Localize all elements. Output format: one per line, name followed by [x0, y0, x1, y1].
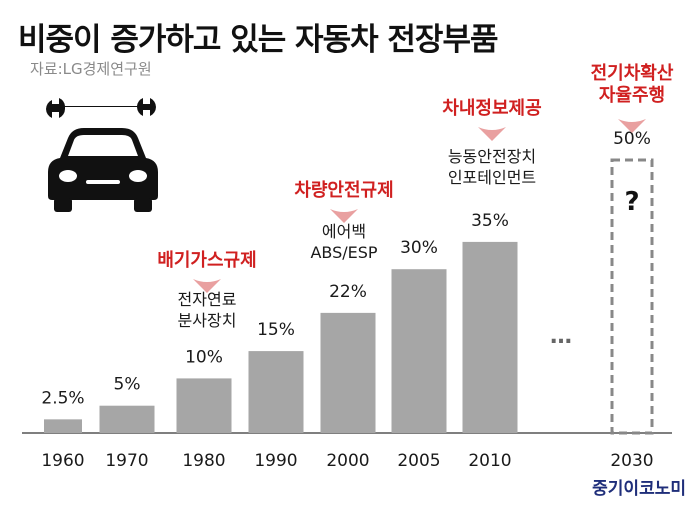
bar [320, 312, 376, 433]
annotation-detail: ABS/ESP [310, 243, 377, 262]
projected-question-mark: ? [624, 187, 639, 217]
source-note: 자료:LG경제연구원 [30, 60, 152, 78]
x-tick-label: 1980 [182, 451, 225, 471]
annotation-title: 차내정보제공 [442, 98, 541, 119]
annotation-detail: 에어백 [322, 222, 366, 241]
annotation-detail: 분사장치 [178, 311, 237, 330]
annotation-arrow [618, 119, 646, 133]
bar [44, 419, 82, 433]
data-label: 5% [114, 375, 141, 395]
x-tick-label: 2000 [326, 451, 369, 471]
data-label: 15% [257, 320, 295, 340]
data-label: 22% [329, 282, 367, 302]
bar [99, 405, 155, 433]
x-tick-label: 1970 [105, 451, 148, 471]
bar [176, 378, 232, 433]
gap-ellipsis: … [550, 324, 572, 349]
x-tick-label: 1960 [41, 451, 84, 471]
bar [248, 351, 304, 433]
annotation-detail: 능동안전장치 [448, 147, 536, 166]
annotation-title: 전기차확산 [591, 63, 674, 84]
annotation-arrow [478, 127, 506, 141]
brand-logo-text: 중기이코노미 [592, 479, 686, 499]
x-tick-label: 1990 [254, 451, 297, 471]
data-label: 50% [613, 129, 651, 149]
annotation-detail: 인포테인먼트 [448, 168, 536, 187]
annotation-detail: 전자연료 [178, 290, 237, 309]
data-label: 2.5% [41, 388, 84, 408]
data-label: 35% [471, 211, 509, 231]
annotation-arrow [193, 279, 221, 293]
car-wrench-icon [46, 98, 158, 212]
bar [462, 241, 518, 433]
annotation-arrow [330, 209, 358, 223]
x-tick-label: 2030 [610, 451, 653, 471]
data-label: 10% [185, 347, 223, 367]
annotation-title: 자율주행 [599, 85, 665, 106]
x-tick-label: 2010 [468, 451, 511, 471]
bar-projected [610, 158, 654, 435]
bar [391, 269, 447, 433]
x-tick-label: 2005 [397, 451, 440, 471]
page-title: 비중이 증가하고 있는 자동차 전장부품 [18, 22, 498, 58]
annotation-title: 배기가스규제 [157, 250, 256, 271]
annotation-title: 차량안전규제 [294, 180, 393, 201]
data-label: 30% [400, 238, 438, 258]
